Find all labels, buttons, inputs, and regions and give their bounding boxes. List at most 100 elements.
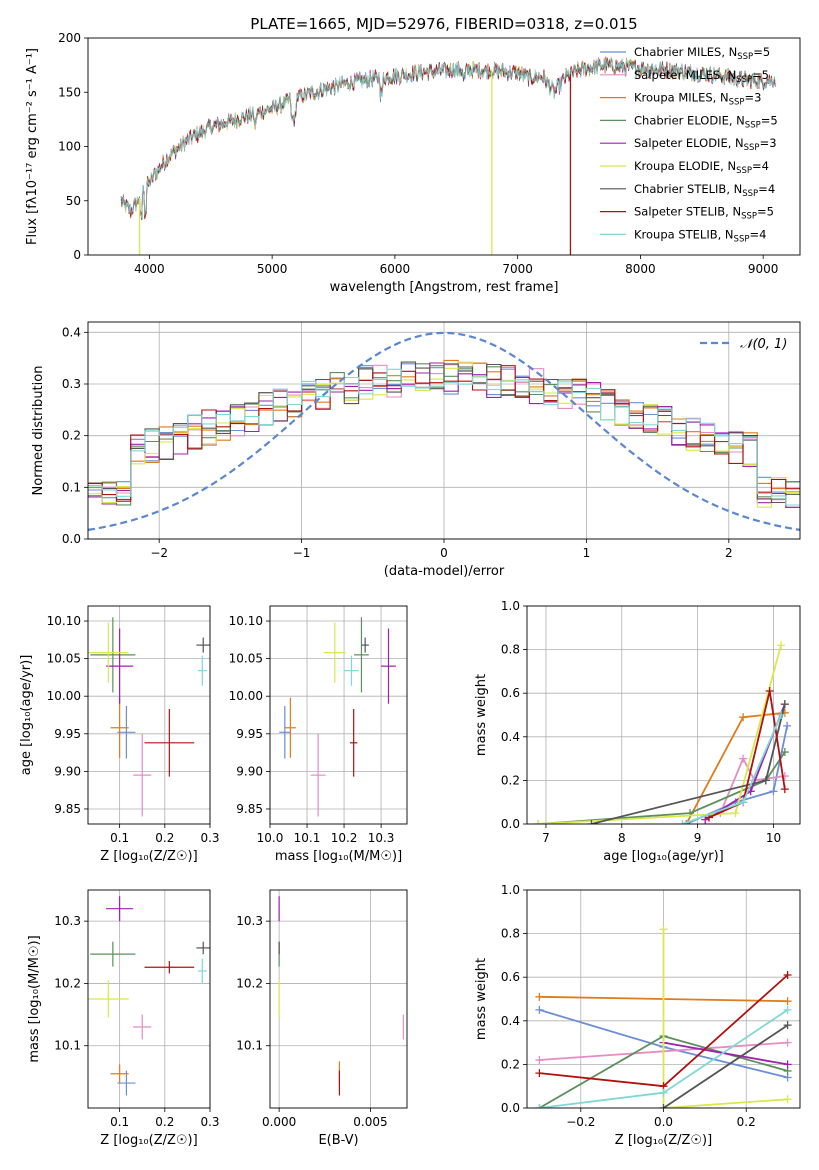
x-axis-label: E(B-V) <box>318 1133 358 1148</box>
data-point <box>535 1005 544 1014</box>
y-tick-label: 0.4 <box>501 1014 520 1028</box>
legend-equals: = <box>758 182 768 196</box>
legend-entry: Salpeter ELODIE, NSSP=3 <box>634 136 777 153</box>
legend-n: , N <box>720 159 736 173</box>
y-tick-label: 10.10 <box>229 614 263 628</box>
x-axis-label: Z [log₁₀(Z/Z☉)] <box>100 1133 197 1148</box>
y-tick-label: 0.6 <box>501 686 520 700</box>
data-point <box>777 641 786 650</box>
y-axis-label: age [log₁₀(age/yr)] <box>19 655 34 776</box>
x-tick-label: 9000 <box>748 262 779 276</box>
mass-weight-line <box>662 929 788 1108</box>
data-point <box>783 1038 792 1047</box>
grid <box>88 322 800 540</box>
data-point <box>780 785 789 794</box>
plot-area <box>279 617 396 817</box>
axes-frame <box>269 889 408 1109</box>
x-tick-label: 6000 <box>380 262 411 276</box>
legend-name: Chabrier STELIB <box>634 182 726 196</box>
plot-area <box>88 331 800 531</box>
y-tick-label: 10.05 <box>47 652 81 666</box>
x-tick-label: 10 <box>766 831 781 845</box>
legend-n: , N <box>725 205 741 219</box>
residual-histogram <box>88 368 800 506</box>
data-point <box>783 721 792 730</box>
y-tick-label: 0.6 <box>501 970 520 984</box>
y-tick-label: 0.4 <box>62 325 81 339</box>
legend-subscript: SSP <box>744 143 760 153</box>
x-axis-label: age [log₁₀(age/yr)] <box>603 849 724 864</box>
data-point <box>739 754 748 763</box>
legend-entry: Kroupa MILES, NSSP=3 <box>634 91 761 108</box>
panel-age-vs-mass: 10.0 10.1 10.2 10.3 9.85 9.90 9.95 10.00 10.05 10… <box>229 605 408 864</box>
axes-frame <box>526 605 801 825</box>
legend-n: , N <box>720 68 736 82</box>
x-tick-label: 4000 <box>134 262 165 276</box>
y-tick-label: 1.0 <box>501 599 520 613</box>
legend-n: , N <box>713 91 729 105</box>
x-tick-label: 5000 <box>257 262 288 276</box>
data-point <box>535 1104 544 1108</box>
x-tick-label: 7 <box>542 831 550 845</box>
legend-n: , N <box>729 113 745 127</box>
x-tick-label: 0.3 <box>200 831 219 845</box>
data-point <box>780 700 789 709</box>
y-axis-label: mass weight <box>474 958 489 1040</box>
plot-area <box>278 896 404 1096</box>
mass-weight-line <box>591 703 786 824</box>
x-tick-label: 0.2 <box>737 1115 756 1129</box>
legend-subscript: SSP <box>741 212 757 222</box>
data-point <box>783 1021 792 1030</box>
panel-spectrum: 4000 5000 6000 7000 8000 9000 0 50 100 150 200 wave… <box>25 15 801 295</box>
spectrum-line <box>120 56 776 220</box>
data-point <box>783 1095 792 1104</box>
mass-weight-line <box>685 711 785 824</box>
data-point <box>659 925 668 934</box>
legend-n: , N <box>726 182 742 196</box>
y-tick-label: 9.95 <box>54 727 81 741</box>
y-tick-label: 0 <box>73 248 81 262</box>
x-tick-label: 0.2 <box>155 1115 174 1129</box>
data-point <box>765 687 774 696</box>
panel-age-vs-metallicity: 0.1 0.2 0.3 9.85 9.90 9.95 10.00 10.05 10.10 Z [l… <box>19 605 220 864</box>
legend-subscript: SSP <box>745 120 761 130</box>
x-tick-label: −2 <box>150 546 168 560</box>
legend-entry: Chabrier ELODIE, NSSP=5 <box>634 113 778 130</box>
y-tick-label: 10.10 <box>47 614 81 628</box>
data-point <box>682 820 691 824</box>
y-axis-label: mass [log₁₀(M/M☉)] <box>27 935 42 1062</box>
x-tick-label: 0 <box>440 546 448 560</box>
legend-count: 4 <box>759 227 766 241</box>
y-tick-label: 0.3 <box>62 377 81 391</box>
x-tick-label: −1 <box>293 546 311 560</box>
plot-area <box>535 925 792 1108</box>
legend-count: 4 <box>762 159 769 173</box>
data-point <box>739 798 748 807</box>
legend-equals: = <box>757 205 767 219</box>
mass-weight-line <box>663 1024 789 1108</box>
legend-count: 3 <box>769 136 776 150</box>
data-point <box>783 971 792 980</box>
legend-entry: Chabrier STELIB, NSSP=4 <box>634 182 775 199</box>
legend-subscript: SSP <box>736 75 752 85</box>
legend-name: Chabrier ELODIE <box>634 113 729 127</box>
plot-area <box>88 896 210 1096</box>
panel-mass-vs-extinction: 0.000 0.005 10.1 10.2 10.3 E(B-V) <box>236 889 408 1148</box>
y-tick-label: 9.90 <box>236 764 263 778</box>
normal-curve <box>88 331 800 531</box>
data-point <box>783 997 792 1006</box>
legend-count: 5 <box>762 68 769 82</box>
y-axis-label: Normed distribution <box>31 366 46 496</box>
y-tick-label: 200 <box>58 31 81 45</box>
y-tick-label: 10.2 <box>54 976 81 990</box>
x-tick-label: 10.2 <box>331 831 358 845</box>
data-point <box>739 713 748 722</box>
data-point <box>535 992 544 1001</box>
legend-entry: 𝒩(0, 1) <box>740 337 787 352</box>
mass-weight-line <box>538 751 786 824</box>
x-tick-label: 8 <box>618 831 626 845</box>
x-tick-label: 9 <box>694 831 702 845</box>
legend-subscript: SSP <box>737 52 753 62</box>
axes-frame <box>269 605 408 825</box>
